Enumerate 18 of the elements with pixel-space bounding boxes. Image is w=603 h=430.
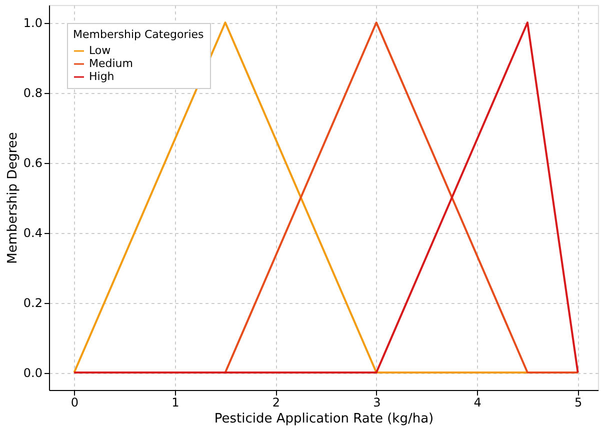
legend-label: Low [89,44,111,57]
y-tick-label: 0.0 [23,366,42,380]
x-tick-label: 3 [373,396,381,410]
legend-label: High [89,70,114,83]
x-axis-title: Pesticide Application Rate (kg/ha) [214,412,434,426]
y-tick-label: 0.8 [23,86,42,100]
x-tick-label: 5 [574,396,582,410]
y-axis-title: Membership Degree [5,132,20,264]
x-tick-label: 2 [272,396,280,410]
legend-title: Membership Categories [73,28,204,41]
legend-label: Medium [89,57,133,70]
y-tick-label: 0.6 [23,156,42,170]
y-tick-label: 1.0 [23,16,42,30]
x-tick-label: 0 [70,396,79,410]
x-tick-label: 4 [474,396,482,410]
y-tick-label: 0.2 [23,296,42,310]
y-tick-label: 0.4 [23,226,42,240]
x-tick-label: 1 [172,396,180,410]
